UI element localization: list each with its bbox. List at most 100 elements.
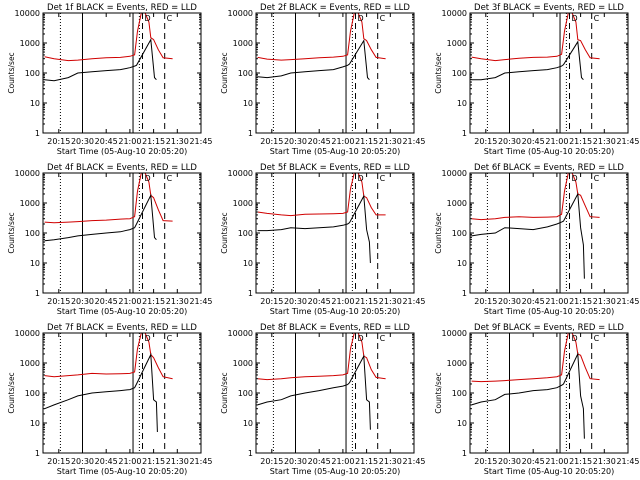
x-tick-label: 21:45	[189, 137, 212, 146]
panel-title: Det 5f BLACK = Events, RED = LLD	[260, 163, 410, 173]
x-tick-label: 21:00	[331, 457, 354, 466]
events-series-line	[471, 192, 585, 279]
y-tick-label: 100	[238, 229, 253, 238]
event-marker-label: C	[167, 14, 173, 23]
event-marker-label: D	[358, 174, 364, 183]
x-tick-label: 21:30	[166, 297, 189, 306]
events-series-line	[471, 352, 585, 439]
detector-panel: 1 10 100 1000 10000 20:15 20:30 20:45 21:00 21:15…	[434, 3, 640, 156]
y-axis-label: Counts/sec	[7, 372, 16, 413]
y-tick-label: 10	[457, 99, 467, 108]
x-axis-label: Start Time (05-Aug-10 20:05:20)	[270, 147, 401, 156]
y-tick-label: 10	[30, 99, 40, 108]
panel-title: Det 2f BLACK = Events, RED = LLD	[260, 3, 410, 13]
panel-title: Det 7f BLACK = Events, RED = LLD	[47, 323, 197, 333]
y-tick-label: 1	[462, 129, 467, 138]
events-series-line	[44, 352, 158, 433]
detector-panel: 1 10 100 1000 10000 20:15 20:30 20:45 21:00 21:15…	[7, 323, 213, 476]
y-tick-label: 1000	[233, 359, 253, 368]
x-tick-label: 20:15	[47, 297, 70, 306]
events-series-line	[257, 39, 370, 81]
x-tick-label: 21:30	[379, 297, 402, 306]
events-series-line	[257, 354, 371, 430]
lld-series-line	[257, 332, 386, 381]
x-tick-label: 21:45	[616, 457, 639, 466]
x-tick-label: 20:45	[308, 297, 331, 306]
x-tick-label: 20:30	[498, 457, 521, 466]
detector-panel: 1 10 100 1000 10000 20:15 20:30 20:45 21:00 21:15…	[220, 163, 426, 316]
y-tick-label: 1000	[447, 359, 467, 368]
y-tick-label: 1	[462, 289, 467, 298]
x-tick-label: 21:45	[189, 297, 212, 306]
x-tick-label: 20:45	[308, 137, 331, 146]
y-tick-label: 100	[25, 389, 40, 398]
plot-frame	[42, 332, 202, 454]
x-tick-label: 20:45	[522, 137, 545, 146]
y-tick-label: 10000	[228, 169, 253, 178]
y-tick-label: 1	[35, 449, 40, 458]
x-tick-label: 20:30	[71, 137, 94, 146]
y-tick-label: 1	[35, 289, 40, 298]
event-marker-label: C	[380, 14, 386, 23]
x-tick-label: 21:45	[402, 297, 425, 306]
detector-panel: 1 10 100 1000 10000 20:15 20:30 20:45 21:00 21:15…	[7, 3, 213, 156]
panel-title: Det 6f BLACK = Events, RED = LLD	[474, 163, 624, 173]
x-axis-label: Start Time (05-Aug-10 20:05:20)	[57, 467, 188, 476]
x-axis-label: Start Time (05-Aug-10 20:05:20)	[270, 307, 401, 316]
event-marker-label: C	[167, 174, 173, 183]
y-tick-label: 10000	[15, 169, 40, 178]
panel-title: Det 9f BLACK = Events, RED = LLD	[474, 323, 624, 333]
y-tick-label: 10	[243, 259, 253, 268]
y-axis-label: Counts/sec	[434, 52, 443, 93]
x-tick-label: 21:00	[118, 137, 141, 146]
x-tick-label: 21:15	[569, 137, 592, 146]
y-axis-label: Counts/sec	[434, 372, 443, 413]
lld-series-line	[471, 172, 600, 221]
y-tick-label: 10000	[442, 329, 467, 338]
y-tick-label: 100	[452, 229, 467, 238]
y-tick-label: 1000	[447, 39, 467, 48]
x-tick-label: 21:15	[142, 297, 165, 306]
event-marker-label: D	[145, 174, 151, 183]
panel-title: Det 3f BLACK = Events, RED = LLD	[474, 3, 624, 13]
x-tick-label: 20:45	[308, 457, 331, 466]
lld-series-line	[471, 12, 600, 62]
x-tick-label: 20:30	[71, 457, 94, 466]
x-axis-label: Start Time (05-Aug-10 20:05:20)	[484, 467, 615, 476]
plot-frame	[255, 332, 415, 454]
x-tick-label: 20:15	[47, 457, 70, 466]
lld-series-line	[257, 12, 386, 61]
x-axis-label: Start Time (05-Aug-10 20:05:20)	[484, 307, 615, 316]
event-marker-label: C	[380, 174, 386, 183]
x-tick-label: 21:00	[118, 297, 141, 306]
y-tick-label: 100	[238, 69, 253, 78]
x-tick-label: 21:15	[355, 297, 378, 306]
x-tick-label: 21:45	[402, 137, 425, 146]
event-marker-label: D	[145, 334, 151, 343]
x-tick-label: 21:30	[593, 457, 616, 466]
y-tick-label: 1	[35, 129, 40, 138]
x-tick-label: 21:00	[118, 457, 141, 466]
plot-frame	[42, 172, 202, 294]
x-tick-label: 20:30	[284, 137, 307, 146]
lld-series-line	[257, 172, 386, 217]
plot-frame	[255, 172, 415, 294]
y-tick-label: 10	[457, 419, 467, 428]
y-tick-label: 100	[25, 229, 40, 238]
y-tick-label: 1000	[20, 39, 40, 48]
event-marker-label: C	[380, 334, 386, 343]
detector-panel: 1 10 100 1000 10000 20:15 20:30 20:45 21:00 21:15…	[220, 3, 426, 156]
y-tick-label: 10	[243, 99, 253, 108]
x-tick-label: 21:00	[545, 457, 568, 466]
detector-panel: 1 10 100 1000 10000 20:15 20:30 20:45 21:00 21:15…	[434, 323, 640, 476]
panel-title: Det 8f BLACK = Events, RED = LLD	[260, 323, 410, 333]
x-tick-label: 21:15	[569, 297, 592, 306]
x-tick-label: 21:45	[189, 457, 212, 466]
x-tick-label: 20:45	[522, 297, 545, 306]
x-tick-label: 21:30	[593, 137, 616, 146]
y-tick-label: 1000	[233, 39, 253, 48]
y-tick-label: 10000	[442, 9, 467, 18]
y-tick-label: 10000	[228, 329, 253, 338]
y-tick-label: 100	[25, 69, 40, 78]
